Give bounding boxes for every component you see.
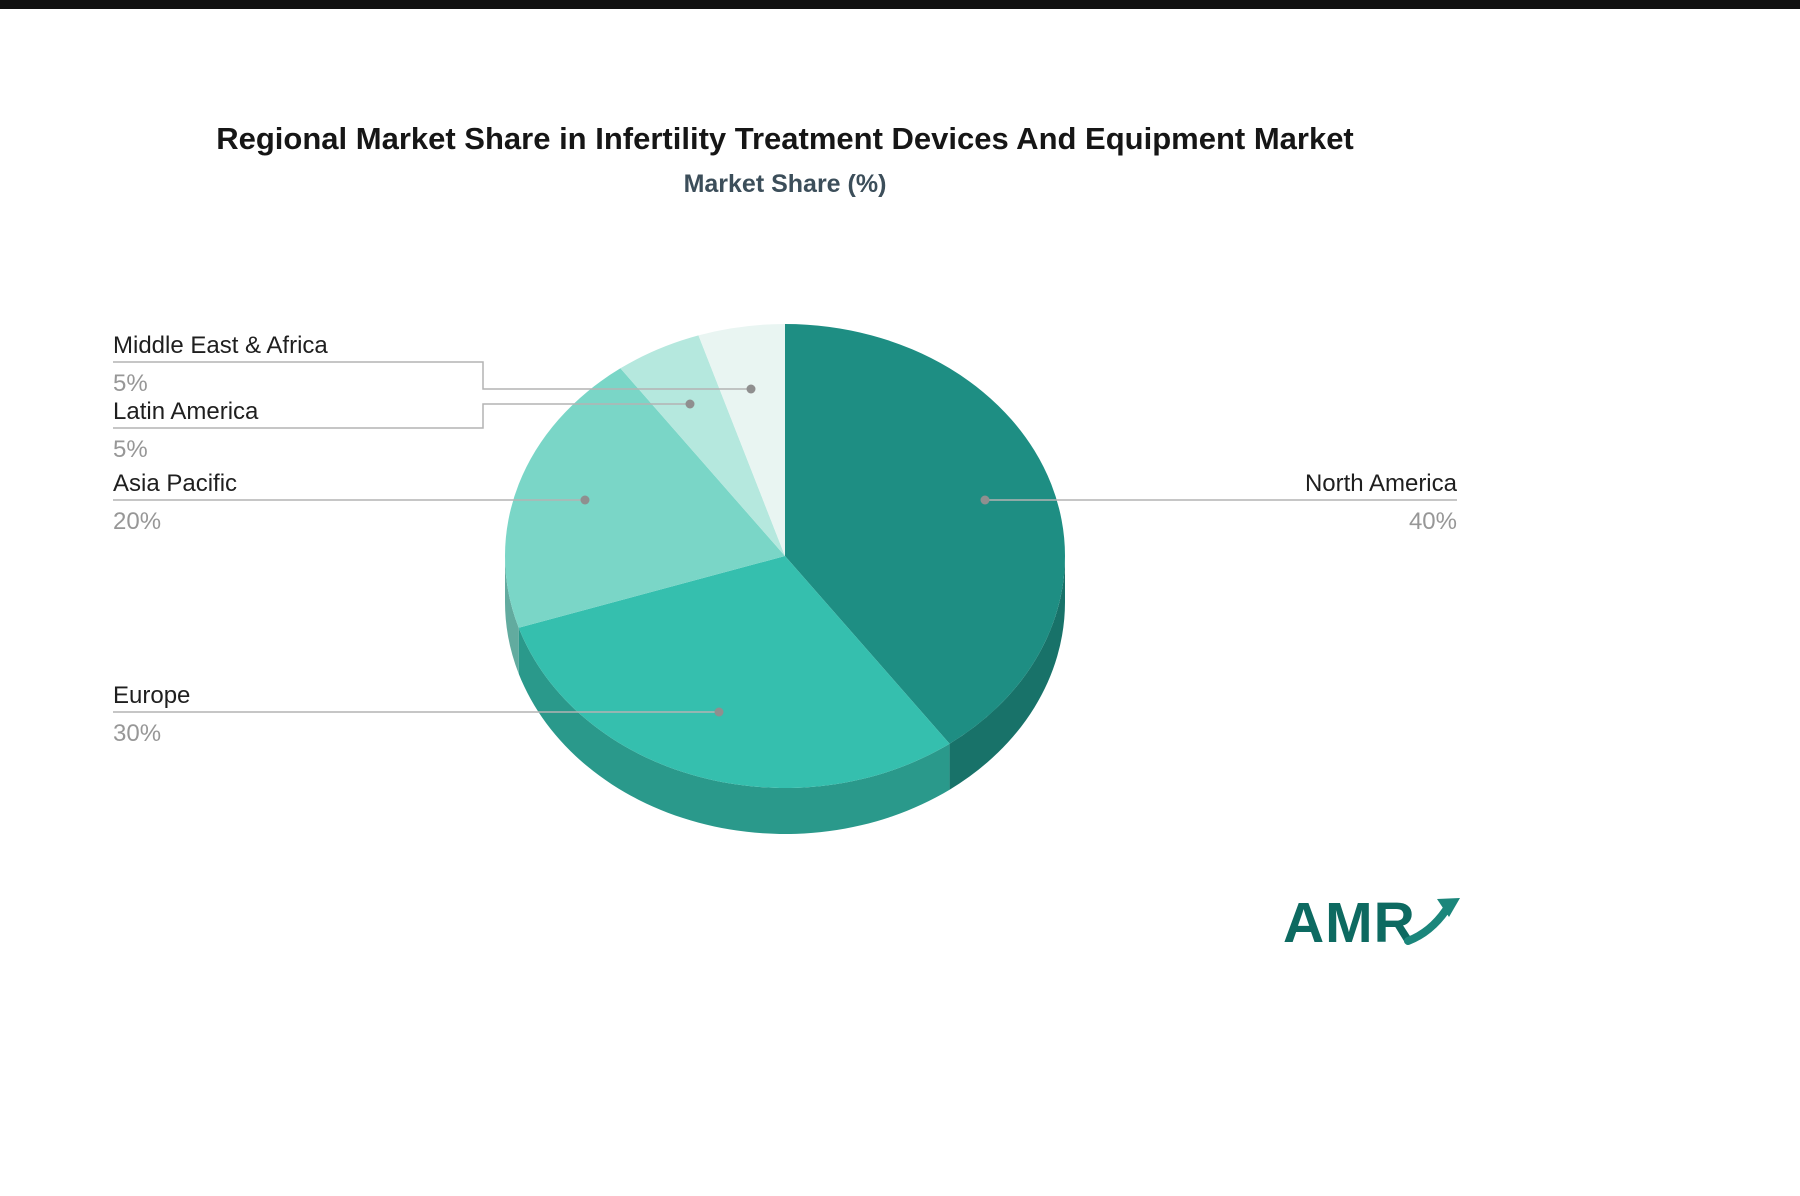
callout-dot-asia-pacific	[580, 495, 590, 505]
pie-slice-asia-pacific[interactable]	[504, 368, 785, 628]
callout-europe: Europe 30%	[113, 681, 190, 748]
slice-label-europe: Europe	[113, 682, 191, 709]
callout-dot-europe	[714, 707, 724, 717]
chart-subtitle: Market Share (%)	[683, 170, 887, 198]
slice-value-north-america: 40%	[1408, 508, 1457, 535]
amr-logo: AMR	[1283, 890, 1460, 956]
pie-slice-europe[interactable]	[518, 556, 950, 789]
logo-arrow-swoosh	[1403, 906, 1450, 945]
pie-slice-middle-east-africa[interactable]	[698, 324, 785, 556]
pie-slice-side-asia-pacific	[505, 556, 519, 674]
logo-arrow-icon	[1403, 898, 1460, 945]
callout-dot-latin-america	[685, 399, 695, 409]
slice-label-middle-east-africa: Middle East & Africa	[113, 332, 328, 359]
callout-asia-pacific: Asia Pacific 20%	[113, 469, 237, 536]
callout-line-middle-east-africa	[113, 361, 751, 390]
logo-arrow-head	[1436, 898, 1460, 917]
callout-north-america: North America 40%	[1305, 469, 1457, 536]
pie-slice-latin-america[interactable]	[620, 335, 785, 556]
callout-line-latin-america	[113, 403, 690, 429]
slice-label-latin-america: Latin America	[113, 398, 259, 425]
slice-value-europe: 30%	[113, 720, 162, 747]
slice-label-asia-pacific: Asia Pacific	[113, 470, 238, 497]
slice-label-north-america: North America	[1304, 470, 1457, 497]
callout-dot-middle-east-africa	[746, 384, 756, 394]
top-bar	[0, 0, 1800, 9]
callout-dot-north-america	[980, 495, 990, 505]
pie-slice-side-europe	[518, 627, 950, 834]
slice-value-latin-america: 5%	[113, 436, 148, 463]
callout-middle-east-africa: Middle East & Africa 5%	[113, 331, 328, 398]
slice-value-asia-pacific: 20%	[113, 508, 162, 535]
pie-slice-north-america[interactable]	[785, 324, 1065, 744]
chart-title: Regional Market Share in Infertility Tre…	[216, 121, 1354, 156]
slice-value-middle-east-africa: 5%	[113, 370, 148, 397]
amr-logo-text: AMR	[1283, 891, 1416, 955]
pie-slice-side-north-america	[949, 556, 1065, 790]
callout-latin-america: Latin America 5%	[113, 397, 258, 464]
